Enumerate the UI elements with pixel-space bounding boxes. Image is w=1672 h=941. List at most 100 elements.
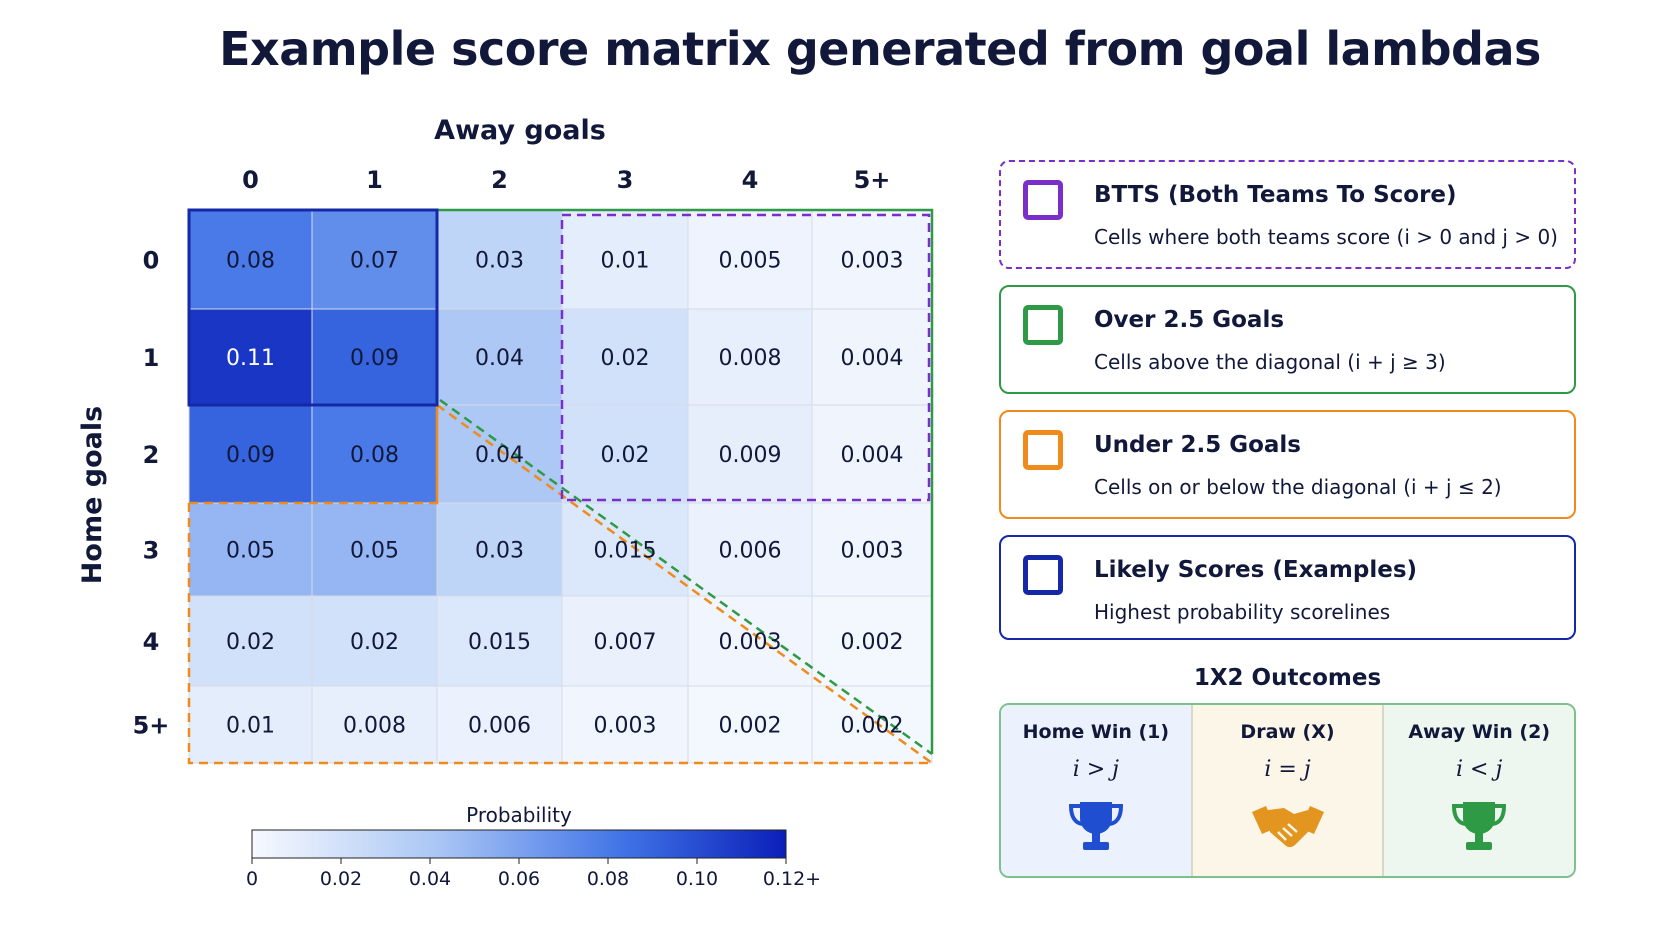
legend-desc: Cells on or below the diagonal (i + j ≤ … [1094,475,1502,499]
x-tick-label: 3 [617,166,634,194]
colorbar-tick-label: 0.06 [498,868,540,890]
heatmap-cell [811,308,933,406]
under-region-outline [187,503,932,765]
outcome-draw: Draw (X) i = j [1190,705,1383,876]
chart-title: Example score matrix generated from goal… [219,22,1541,76]
trophy-icon [1452,802,1507,850]
heatmap-cell [436,502,563,597]
cell-value-label: 0.015 [468,630,531,655]
cell-value-label: 0.004 [841,346,904,371]
handshake-icon [1251,806,1324,848]
heatmap-cell [687,404,813,504]
outcome-label: Away Win (2) [1408,721,1551,743]
heatmap-cell [561,502,689,597]
y-tick-label: 3 [143,537,160,565]
btts-region-outline [560,213,931,502]
cell-value-label: 0.003 [594,714,657,739]
cell-value-label: 0.05 [350,539,399,564]
y-axis-label: Home goals [77,406,108,584]
heatmap-cell [436,685,563,764]
cell-value-label: 0.07 [350,249,399,274]
cell-value-label: 0.003 [841,249,904,274]
heatmap-cell [811,502,933,597]
heatmap-cell [561,685,689,764]
cell-value-label: 0.002 [719,714,782,739]
y-tick-label: 1 [143,344,160,372]
y-tick-label: 5+ [133,712,170,740]
cell-value-label: 0.015 [594,539,657,564]
colorbar-tick-label: 0.12+ [763,868,821,890]
heatmap-cell [811,595,933,687]
cell-value-label: 0.008 [343,714,406,739]
heatmap-cell [188,308,313,406]
x-tick-label: 1 [366,166,383,194]
btts-swatch [1023,180,1063,220]
cell-value-label: 0.004 [841,443,904,468]
heatmap-cell [561,404,689,504]
heatmap-cell [188,209,313,310]
cell-value-label: 0.03 [475,539,524,564]
heatmap-cell [687,502,813,597]
heatmap-cell [311,502,438,597]
heatmap-cell [311,308,438,406]
heatmap-cell [561,308,689,406]
cell-value-label: 0.009 [719,443,782,468]
outcome-away-win: Away Win (2) i < j [1382,705,1574,876]
heatmap-cell [436,404,563,504]
heatmap-cell [188,595,313,687]
cell-value-label: 0.09 [226,443,275,468]
legend-title: Likely Scores (Examples) [1094,557,1418,583]
x-tick-label: 5+ [854,166,891,194]
likely-swatch [1023,555,1063,595]
legend-likely: Likely Scores (Examples) Highest probabi… [999,535,1576,640]
cell-value-label: 0.02 [601,443,650,468]
outcome-condition: i < j [1456,757,1503,782]
cell-value-label: 0.09 [350,346,399,371]
heatmap-cell [811,404,933,504]
cell-value-label: 0.02 [601,346,650,371]
colorbar-tick-label: 0.04 [409,868,451,890]
x-tick-label: 0 [242,166,259,194]
over-diagonal-line [439,398,933,756]
outcome-label: Home Win (1) [1022,721,1170,743]
cell-value-label: 0.01 [226,714,275,739]
x-tick-label: 4 [742,166,759,194]
colorbar-tick-label: 0.02 [320,868,362,890]
cell-value-label: 0.02 [226,630,275,655]
heatmap-cell [561,209,689,310]
heatmap-cell [311,595,438,687]
score-heatmap: 0.08 0.07 0.03 0.01 0.005 0.003 0.11 0.09 0.04 0.… [77,115,934,890]
over-swatch [1023,305,1063,345]
trophy-icon [1068,802,1123,850]
cell-value-label: 0.006 [719,539,782,564]
cell-value-label: 0.003 [841,539,904,564]
cell-value-label: 0.008 [719,346,782,371]
heatmap-cell [811,685,933,764]
colorbar-tick-label: 0.08 [587,868,629,890]
cell-value-label: 0.007 [594,630,657,655]
y-tick-label: 2 [143,441,160,469]
under-swatch [1023,430,1063,470]
outcome-condition: i > j [1072,757,1119,782]
legend-desc: Cells where both teams score (i > 0 and … [1094,225,1558,249]
x-tick-label: 2 [491,166,508,194]
heatmap-cell [687,595,813,687]
legend-title: Over 2.5 Goals [1094,307,1285,333]
legend-btts: BTTS (Both Teams To Score) Cells where b… [999,160,1576,269]
colorbar-gradient [251,829,787,859]
cell-value-label: 0.05 [226,539,275,564]
outcome-label: Draw (X) [1240,721,1335,743]
cell-value-label: 0.002 [841,630,904,655]
cell-value-label: 0.003 [719,630,782,655]
legend-over: Over 2.5 Goals Cells above the diagonal … [999,285,1576,394]
heatmap-cell [188,502,313,597]
over-region-outline [437,208,934,754]
outcomes-panel: Home Win (1) i > j Draw (X) i = j Away W… [999,703,1576,878]
cell-value-label: 0.002 [841,714,904,739]
legend-desc: Highest probability scorelines [1094,600,1391,624]
heatmap-cell [188,685,313,764]
cell-value-label: 0.005 [719,249,782,274]
heatmap-cell [687,685,813,764]
cell-value-label: 0.08 [226,249,275,274]
x-axis-label: Away goals [434,115,606,146]
